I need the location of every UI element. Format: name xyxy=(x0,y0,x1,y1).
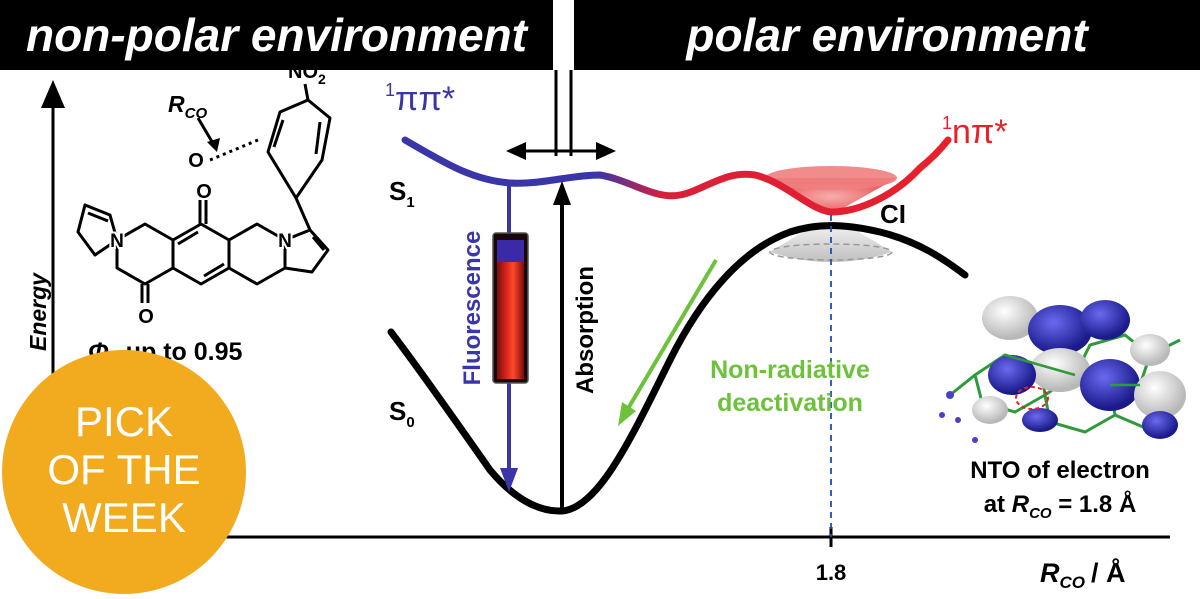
label-rco-main: R xyxy=(168,91,185,117)
label-pipi: 1ππ* xyxy=(385,80,455,118)
label-s1-sub: 1 xyxy=(406,194,414,211)
header-divider xyxy=(553,0,574,70)
y-axis-label: Energy xyxy=(25,272,51,351)
vial-image xyxy=(492,232,529,384)
header-nonpolar: non-polar environment xyxy=(0,0,553,70)
label-nto-prefix: at xyxy=(984,491,1012,518)
arrow-left-icon xyxy=(506,142,526,160)
header-polar: polar environment xyxy=(574,0,1200,70)
atom-n-right: N xyxy=(278,231,292,252)
absorption-arrowhead-icon xyxy=(553,181,571,205)
rco-arrow-icon xyxy=(207,138,220,152)
label-rco: RCO xyxy=(168,91,207,122)
atom-o-mid: O xyxy=(196,181,212,203)
atom-o-top: O xyxy=(188,150,204,172)
absorption-arrow xyxy=(553,181,571,510)
nto-orbital-image xyxy=(939,296,1186,443)
label-rco-sub: CO xyxy=(185,105,208,122)
s1-curve xyxy=(401,136,952,216)
x-tick-label: 1.8 xyxy=(816,560,847,585)
label-absorption: Absorption xyxy=(572,266,599,394)
badge-line1: PICK xyxy=(75,398,173,445)
label-npi: 1nπ* xyxy=(942,113,1008,151)
label-nto-sub: CO xyxy=(1029,505,1052,522)
label-nto-line2: at RCO = 1.8 Å xyxy=(984,490,1137,522)
label-no2-main: NO xyxy=(288,61,318,83)
x-axis-label-sub: CO xyxy=(1060,573,1086,592)
label-no2-sub: 2 xyxy=(318,71,326,87)
label-nonrad-line2: deactivation xyxy=(717,389,863,417)
molecule-structure xyxy=(76,83,332,303)
label-nto-line1: NTO of electron xyxy=(970,457,1150,484)
label-pipi-sup: 1 xyxy=(385,80,395,100)
label-nto-r: R xyxy=(1012,491,1030,518)
label-no2: NO2 xyxy=(288,61,326,87)
badge-line3: WEEK xyxy=(62,494,186,541)
environment-boundary xyxy=(506,70,616,160)
label-s0-main: S xyxy=(389,396,406,426)
label-pipi-text: ππ* xyxy=(395,80,455,118)
fluorescence-arrowhead-icon xyxy=(500,468,518,492)
label-npi-text: nπ* xyxy=(952,113,1008,151)
badge-line2: OF THE xyxy=(47,446,200,493)
s0-curve xyxy=(387,222,969,515)
label-nto-suffix: = 1.8 Å xyxy=(1052,490,1137,518)
y-axis-arrow-icon xyxy=(41,80,65,108)
label-s0-sub: 0 xyxy=(406,414,414,431)
label-s0: S0 xyxy=(389,396,415,431)
label-s1-main: S xyxy=(389,176,406,206)
nonradiative-arrowhead-icon xyxy=(618,402,636,426)
label-s1: S1 xyxy=(389,176,415,211)
x-axis-label-r: R xyxy=(1040,558,1060,588)
x-axis-label: RCO / Å xyxy=(1040,557,1126,592)
nonradiative-arrow xyxy=(618,258,718,426)
arrow-right-icon xyxy=(596,142,616,160)
atom-o-bottom: O xyxy=(138,306,154,328)
x-axis-label-unit: / Å xyxy=(1091,557,1126,588)
label-nonrad-line1: Non-radiative xyxy=(710,356,870,384)
pick-of-the-week-badge: PICK OF THE WEEK xyxy=(2,350,246,594)
atom-n-left: N xyxy=(110,231,124,252)
label-ci: CI xyxy=(880,199,906,229)
label-npi-sup: 1 xyxy=(942,113,952,133)
label-fluorescence: Fluorescence xyxy=(459,231,486,386)
